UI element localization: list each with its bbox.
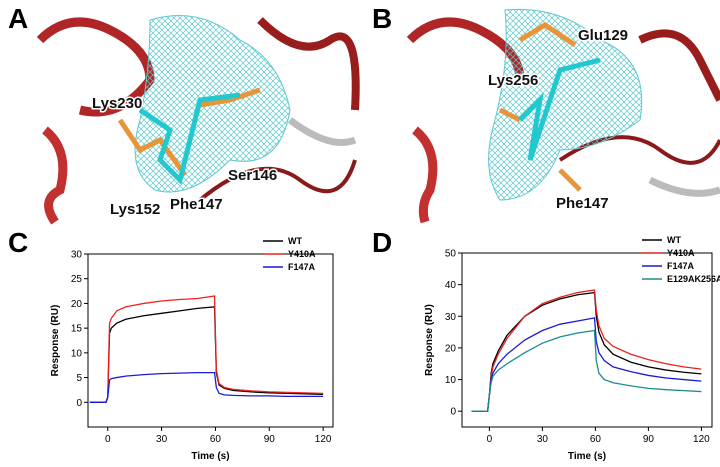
y-tick-label: 50 xyxy=(445,249,457,260)
legend-label: F147A xyxy=(288,262,316,272)
legend-label: Y410A xyxy=(667,248,695,258)
residue-label: Glu129 xyxy=(578,27,628,44)
data-line xyxy=(471,291,702,412)
x-tick-label: 60 xyxy=(590,434,602,445)
y-tick-label: 0 xyxy=(76,398,82,409)
y-tick-label: 5 xyxy=(76,373,82,384)
legend-label: Y410A xyxy=(288,249,316,259)
x-tick-label: 120 xyxy=(315,434,332,445)
y-tick-label: 40 xyxy=(445,280,457,291)
residue-label: Lys152 xyxy=(110,201,160,218)
residue-label: Phe147 xyxy=(170,196,223,213)
x-tick-label: 30 xyxy=(537,434,549,445)
x-tick-label: 0 xyxy=(105,434,111,445)
residue-label: Phe147 xyxy=(556,195,609,212)
y-tick-label: 20 xyxy=(445,343,457,354)
x-tick-label: 30 xyxy=(156,434,168,445)
residue-label: Lys256 xyxy=(488,72,538,89)
y-tick-label: 10 xyxy=(445,375,457,386)
x-tick-label: 90 xyxy=(643,434,655,445)
panel-label: A xyxy=(8,3,28,34)
legend-label: E129AK256A xyxy=(667,274,720,284)
x-tick-label: 0 xyxy=(487,434,493,445)
x-tick-label: 120 xyxy=(693,434,710,445)
y-tick-label: 30 xyxy=(71,250,83,261)
y-tick-label: 30 xyxy=(445,312,457,323)
y-tick-label: 10 xyxy=(71,348,83,359)
plot-frame xyxy=(87,253,334,428)
panel-label: C xyxy=(8,227,28,258)
legend-label: WT xyxy=(667,235,681,245)
y-axis-title: Response (RU) xyxy=(50,305,61,377)
x-tick-label: 60 xyxy=(210,434,222,445)
x-tick-label: 90 xyxy=(264,434,276,445)
residue-label: Lys230 xyxy=(92,95,142,112)
legend-label: WT xyxy=(288,236,302,246)
structure-image-b xyxy=(406,8,720,224)
residue-label: Ser146 xyxy=(228,167,277,184)
data-line xyxy=(89,295,324,403)
y-tick-label: 25 xyxy=(71,274,83,285)
y-tick-label: 20 xyxy=(71,299,83,310)
panel-label: D xyxy=(372,227,392,258)
y-tick-label: 15 xyxy=(71,324,83,335)
x-axis-title: Time (s) xyxy=(568,451,606,462)
plot-frame xyxy=(461,252,713,428)
y-tick-label: 0 xyxy=(450,407,456,418)
data-line xyxy=(89,371,324,403)
data-line xyxy=(471,289,702,412)
structure-image-a xyxy=(36,15,360,225)
data-line xyxy=(89,306,324,403)
y-axis-title: Response (RU) xyxy=(424,304,435,376)
legend-label: F147A xyxy=(667,261,695,271)
x-axis-title: Time (s) xyxy=(191,451,229,462)
data-line xyxy=(471,329,702,412)
panel-label: B xyxy=(372,3,392,34)
